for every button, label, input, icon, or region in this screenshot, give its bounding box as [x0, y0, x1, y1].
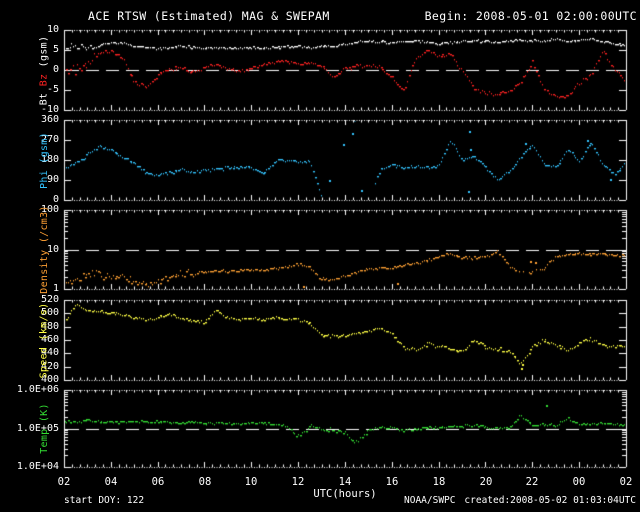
y-tick-label-temp: 1.0E+05: [16, 423, 59, 434]
x-tick-label: 00: [572, 476, 586, 488]
y-axis-title-speed: Speed (km/s): [34, 300, 54, 380]
y-axis-title-segment: Speed (km/s): [38, 302, 50, 378]
y-tick-label-phi: 180: [40, 154, 59, 165]
y-tick-label-speed: 520: [40, 294, 59, 305]
y-tick-label-mag: -5: [46, 84, 59, 95]
x-tick-label: 20: [479, 476, 493, 488]
x-tick-label: 22: [525, 476, 539, 488]
y-axis-title-segment: Density (/cm3): [38, 205, 50, 294]
y-tick-label-speed: 500: [40, 307, 59, 318]
x-tick-label: 06: [151, 476, 165, 488]
y-tick-label-speed: 480: [40, 321, 59, 332]
y-tick-label-speed: 440: [40, 347, 59, 358]
y-axis-title-segment: [39, 86, 50, 92]
y-axis-title-mag: Bt Bz (gsm): [34, 30, 54, 110]
x-tick-label: 02: [619, 476, 633, 488]
x-tick-label: 16: [385, 476, 399, 488]
x-axis-title: UTC(hours): [313, 488, 377, 500]
y-tick-label-mag: 5: [52, 44, 59, 55]
y-tick-label-density: 1: [52, 283, 59, 294]
start-doy-label: start DOY: 122: [64, 495, 145, 506]
y-tick-label-mag: 0: [52, 64, 59, 75]
y-axis-title-segment: (gsm): [38, 35, 50, 74]
x-tick-label: 18: [432, 476, 446, 488]
y-axis-title-segment: Temp (K): [38, 403, 50, 454]
x-tick-label: 02: [57, 476, 71, 488]
y-axis-title-segment: Bt: [38, 92, 50, 105]
y-tick-label-phi: 0: [52, 194, 59, 205]
y-axis-title-segment: Bz: [38, 73, 50, 86]
y-tick-label-temp: 1.0E+04: [16, 461, 59, 472]
y-axis-title-segment: Phi (gsm): [38, 131, 50, 189]
x-tick-label: 14: [338, 476, 352, 488]
y-tick-label-speed: 400: [40, 374, 59, 385]
y-tick-label-density: 100: [40, 204, 59, 215]
y-tick-label-temp: 1.0E+06: [16, 384, 59, 395]
y-tick-label-phi: 360: [40, 114, 59, 125]
created-timestamp: created:2008-05-02 01:03:04UTC: [464, 495, 636, 506]
y-tick-label-density: 10: [46, 244, 59, 255]
x-tick-label: 10: [244, 476, 258, 488]
y-tick-label-mag: 10: [46, 24, 59, 35]
y-tick-label-phi: 90: [46, 174, 59, 185]
x-tick-label: 08: [198, 476, 212, 488]
x-tick-label: 04: [104, 476, 118, 488]
y-axis-title-temp: Temp (K): [34, 390, 54, 467]
begin-timestamp: Begin: 2008-05-01 02:00:00UTC: [424, 9, 637, 23]
y-tick-label-speed: 460: [40, 334, 59, 345]
y-axis-title-phi: Phi (gsm): [34, 120, 54, 200]
x-tick-label: 12: [291, 476, 305, 488]
y-tick-label-phi: 270: [40, 134, 59, 145]
y-tick-label-mag: -10: [40, 104, 59, 115]
page-title: ACE RTSW (Estimated) MAG & SWEPAM: [88, 9, 330, 23]
y-tick-label-speed: 420: [40, 361, 59, 372]
agency-label: NOAA/SWPC: [404, 495, 456, 506]
y-axis-title-density: Density (/cm3): [34, 205, 54, 294]
